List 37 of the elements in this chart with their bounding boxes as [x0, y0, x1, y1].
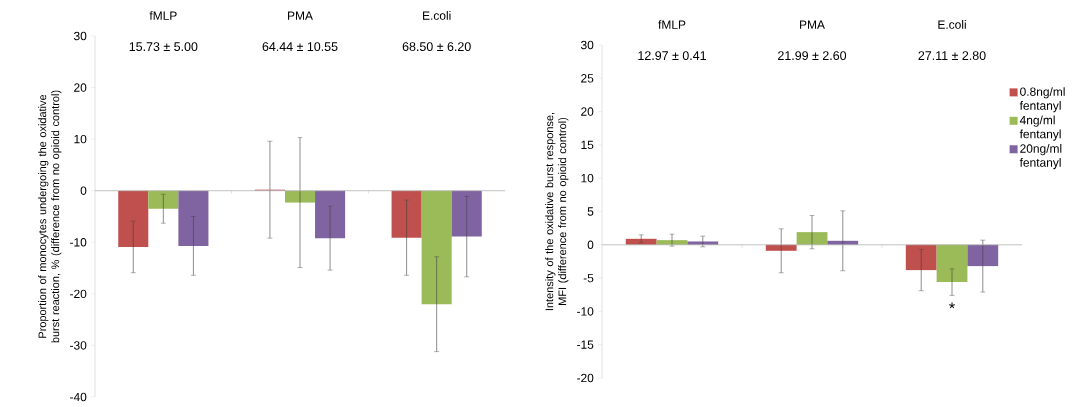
y-tick-label: -20	[577, 373, 594, 383]
y-tick-label: -10	[577, 307, 594, 316]
x-tick-label: PMA	[800, 20, 825, 29]
annotation: 27.11 ± 2.80	[918, 51, 986, 61]
x-tick-label: PMA	[288, 11, 313, 20]
y-tick-label: 10	[581, 173, 594, 183]
y-tick-label: 20	[581, 107, 594, 116]
legend-label: 4ng/ml fentanyl	[1019, 115, 1061, 141]
y-tick-label: 5	[587, 207, 594, 216]
annotation: 64.44 ± 10.55	[262, 42, 338, 52]
annotation: 15.73 ± 5.00	[129, 42, 198, 52]
annotation: 21.99 ± 2.60	[778, 51, 847, 61]
y-tick-label: 30	[73, 31, 87, 41]
x-tick-label: fMLP	[658, 20, 686, 29]
y-axis-title: Intensity of the oxidative burst response, MFI (difference from no opioid control)	[545, 112, 569, 311]
y-tick-label: 0	[80, 186, 87, 195]
y-tick-label: -5	[583, 273, 594, 283]
y-tick-label: 15	[581, 140, 594, 150]
x-tick-label: E.coli	[938, 20, 966, 29]
y-tick-label: -20	[70, 289, 87, 299]
annotation: 68.50 ± 6.20	[402, 42, 471, 52]
y-tick-label: 20	[74, 83, 87, 92]
y-tick-label: 25	[581, 74, 594, 83]
y-tick-label: -30	[70, 341, 87, 350]
y-tick-label: 0	[587, 240, 594, 250]
annotation: *	[949, 302, 955, 309]
legend-label: 0.8ng/ml fentanyl	[1019, 87, 1065, 113]
x-tick-label: E.coli	[423, 11, 451, 20]
y-tick-label: 30	[580, 40, 594, 50]
y-axis-title: Proportion of monocytes undergoing the oxidative burst reaction, % (difference from no opioid control)	[38, 90, 62, 343]
y-tick-label: -40	[70, 392, 87, 402]
y-tick-label: -15	[577, 340, 594, 349]
x-tick-label: fMLP	[149, 11, 177, 20]
annotation: 12.97 ± 0.41	[638, 51, 706, 61]
legend-label: 20ng/ml fentanyl	[1019, 144, 1062, 170]
y-tick-label: -10	[70, 238, 87, 247]
y-tick-label: 10	[74, 134, 87, 144]
